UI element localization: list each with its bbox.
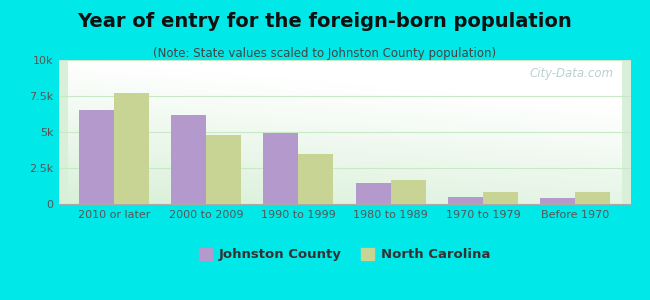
Text: Year of entry for the foreign-born population: Year of entry for the foreign-born popul… bbox=[77, 12, 573, 31]
Bar bbox=[575, 192, 610, 204]
Bar bbox=[206, 135, 241, 204]
Bar bbox=[483, 192, 518, 204]
Bar bbox=[171, 115, 206, 204]
Text: (Note: State values scaled to Johnston County population): (Note: State values scaled to Johnston C… bbox=[153, 46, 497, 59]
Bar bbox=[540, 198, 575, 204]
Bar bbox=[79, 110, 114, 204]
Bar bbox=[356, 183, 391, 204]
Bar bbox=[114, 93, 149, 204]
Bar bbox=[391, 179, 426, 204]
Text: City-Data.com: City-Data.com bbox=[529, 67, 614, 80]
Bar bbox=[298, 154, 333, 204]
Bar bbox=[263, 133, 298, 204]
Legend: Johnston County, North Carolina: Johnston County, North Carolina bbox=[194, 242, 495, 266]
Bar bbox=[448, 197, 483, 204]
